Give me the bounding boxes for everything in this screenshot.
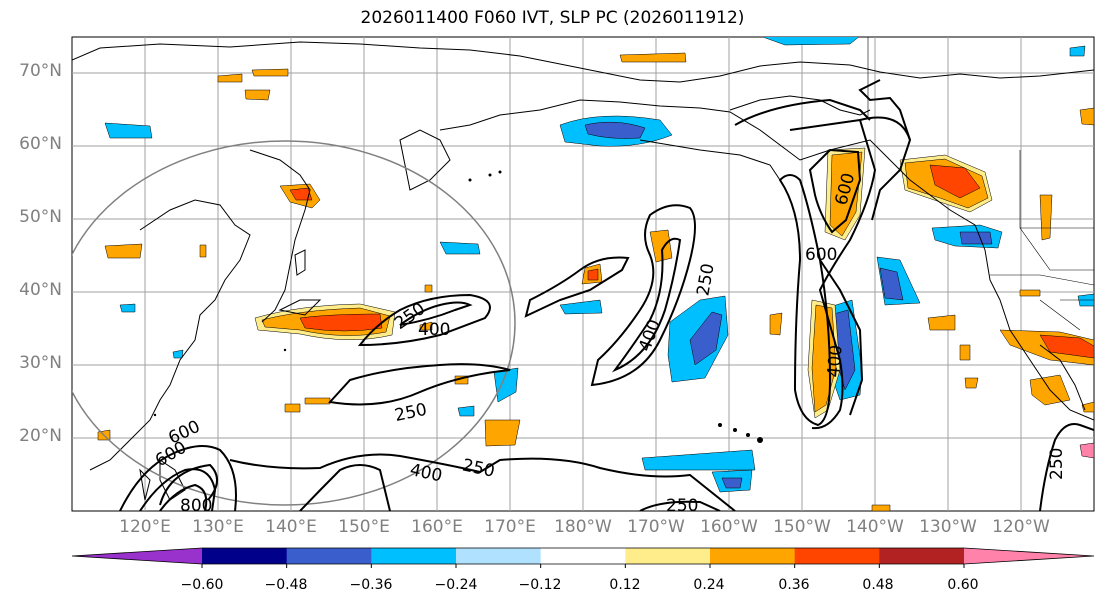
colorbar-tick-label: −0.12 [518,577,562,593]
colorbar-tick-label: 0.36 [778,577,810,593]
lon-label: 160°W [700,517,758,537]
slp-contours [119,79,1094,511]
contour-label: 400 [418,320,450,340]
lon-label: 140°E [265,517,317,537]
lon-label: 120°E [119,517,171,537]
colorbar-tick-label: −0.36 [349,577,393,593]
lon-label: 130°W [919,517,977,537]
contour-label: 250 [1047,448,1067,480]
lon-label: 130°E [192,517,244,537]
map-title: 2026011400 F060 IVT, SLP PC (2026011912) [360,8,745,28]
colorbar-tick-label: −0.48 [264,577,308,593]
lon-label: 170°W [627,517,685,537]
islands [153,170,763,443]
reference-circle [72,140,516,506]
contour-labels: 250 400 250 400 250 250 600 600 600 800 … [152,171,1067,516]
map-panel: 250 400 250 400 250 250 600 600 600 800 … [71,36,1095,516]
graticule [72,37,1094,511]
colorbar-outline [71,547,1095,565]
colorbar-cell [456,548,542,564]
colorbar-cell [371,548,457,564]
contour-label: 400 [824,344,847,378]
lat-label: 30°N [19,353,62,373]
colorbar-tick-label: 0.12 [609,577,641,593]
lon-label: 170°E [484,517,536,537]
colorbar-cell [625,548,711,564]
colorbar-tick-label: 0.60 [947,577,979,593]
lon-label: 140°W [846,517,904,537]
coastlines [72,41,1094,501]
contour-label: 800 [180,496,212,516]
colorbar-cell [794,548,880,564]
lat-label: 60°N [19,134,62,154]
lon-label: 150°E [338,517,390,537]
colorbar-tick-label: −0.24 [434,577,478,593]
ivt-negative-anomalies [104,37,1094,493]
political-borders [867,37,1094,331]
colorbar-cell [286,548,372,564]
colorbar-tick-label: 0.24 [693,577,725,593]
lat-label: 40°N [19,280,62,300]
lat-label: 20°N [19,426,62,446]
colorbar-cell [879,548,965,564]
lon-label: 160°E [411,517,463,537]
colorbar-cell [72,548,202,564]
colorbar-cell [540,548,626,564]
colorbar-cell [202,548,288,564]
colorbar-cell [710,548,796,564]
lon-label: 180°W [554,517,612,537]
lat-label: 50°N [19,207,62,227]
contour-label: 250 [666,496,698,516]
colorbar-tick-label: −0.60 [180,577,224,593]
colorbar-tick-label: 0.48 [862,577,894,593]
contour-label: 600 [805,245,837,265]
colorbar-cell [964,548,1094,564]
lon-label: 120°W [992,517,1050,537]
lon-label: 150°W [773,517,831,537]
lat-label: 70°N [19,61,62,81]
